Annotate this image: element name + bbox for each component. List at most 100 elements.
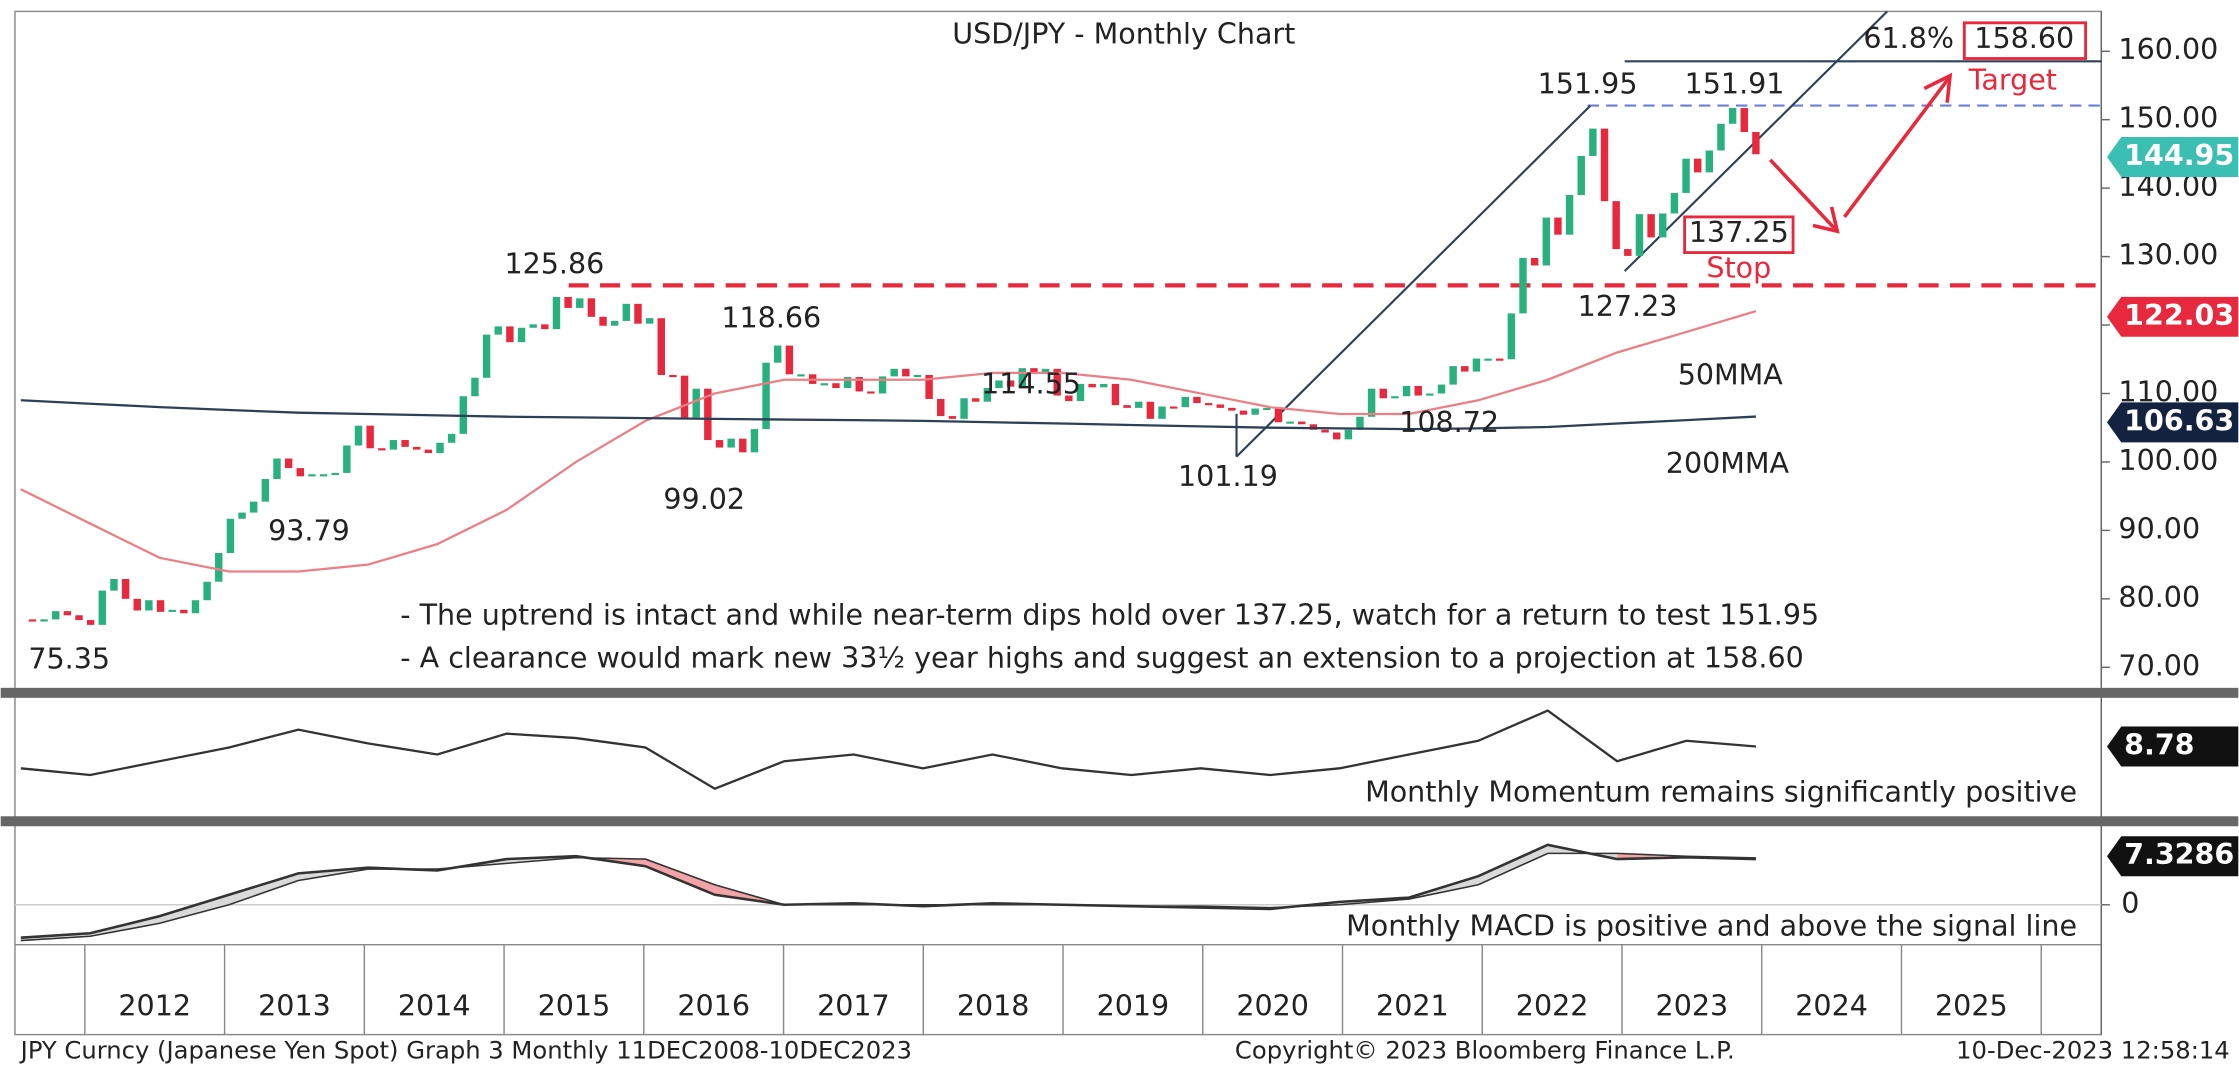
x-tick-label: 2023 xyxy=(1656,989,1729,1022)
candle xyxy=(506,326,514,343)
x-tick-label: 2016 xyxy=(677,989,750,1022)
candle xyxy=(599,316,607,326)
candle xyxy=(1053,368,1061,396)
candle xyxy=(203,581,211,601)
candle xyxy=(284,458,293,469)
candle xyxy=(1076,383,1085,402)
candle xyxy=(1717,123,1725,151)
candle xyxy=(1216,404,1224,408)
x-tick-label: 2018 xyxy=(957,989,1030,1022)
candle xyxy=(645,318,654,324)
annotation: 93.79 xyxy=(268,514,350,547)
candle xyxy=(669,375,677,378)
candle xyxy=(261,479,270,502)
arrow xyxy=(1843,77,1951,218)
footer-right: 10-Dec-2023 12:58:14 xyxy=(1956,1036,2230,1065)
candle xyxy=(1647,214,1655,238)
y-tick-label: 150.00 xyxy=(2118,102,2218,135)
candle xyxy=(552,296,561,330)
annotation: 75.35 xyxy=(28,643,110,676)
candle xyxy=(156,600,165,612)
target-box xyxy=(1962,21,2088,60)
y-tick-label: 0 xyxy=(2121,887,2139,920)
candle xyxy=(1239,410,1248,415)
candle xyxy=(1181,396,1190,408)
value-tag-bg xyxy=(2107,836,2239,877)
note: - The uptrend is intact and while near-t… xyxy=(400,598,1819,631)
candle xyxy=(1169,406,1178,409)
arrow-head xyxy=(1812,206,1840,234)
candle xyxy=(191,600,200,614)
candle xyxy=(1100,383,1108,388)
candle xyxy=(401,440,409,447)
candle xyxy=(750,429,759,453)
annotation: 151.95 xyxy=(1538,68,1638,101)
candle xyxy=(1332,432,1341,440)
x-tick-label: 2021 xyxy=(1376,989,1449,1022)
candle xyxy=(75,615,83,621)
candle xyxy=(1682,158,1690,193)
candle xyxy=(529,324,537,328)
candle xyxy=(622,303,631,321)
candle xyxy=(249,501,258,513)
candle xyxy=(913,375,922,378)
candle xyxy=(1693,158,1702,173)
candle xyxy=(1391,396,1399,399)
candle xyxy=(1204,403,1213,406)
value-tag-bg xyxy=(2107,402,2239,443)
y-tick-label: 80.00 xyxy=(2118,581,2200,614)
annotation: Target xyxy=(1968,63,2057,96)
x-tick-label: 2024 xyxy=(1795,989,1868,1022)
candle xyxy=(785,345,794,375)
x-tick-label: 2025 xyxy=(1935,989,2008,1022)
candle xyxy=(296,468,304,477)
candle xyxy=(226,518,235,553)
candle xyxy=(610,320,619,326)
candle xyxy=(1298,421,1306,425)
candle xyxy=(1728,108,1737,124)
candle xyxy=(832,383,840,389)
value-tag: 7.3286 xyxy=(2124,838,2234,871)
candle xyxy=(1519,257,1527,314)
momentum-line xyxy=(20,709,1757,790)
candle xyxy=(121,578,130,599)
moving-average xyxy=(20,310,1757,573)
value-tag: 8.78 xyxy=(2124,728,2194,761)
candle xyxy=(541,324,549,330)
x-tick-label: 2015 xyxy=(538,989,611,1022)
candle xyxy=(308,474,316,477)
series-label: 50MMA xyxy=(1678,359,1784,392)
annotation: 137.25 xyxy=(1689,216,1789,249)
candle xyxy=(867,391,875,394)
candle xyxy=(331,472,339,476)
candle xyxy=(1088,383,1096,388)
candle xyxy=(517,327,526,343)
candle xyxy=(948,416,957,419)
candle xyxy=(1030,368,1038,374)
annotation: Stop xyxy=(1706,252,1771,285)
candle xyxy=(389,440,398,450)
candle xyxy=(774,345,782,363)
candle xyxy=(98,590,107,625)
candle xyxy=(413,446,421,450)
macd-fill xyxy=(159,894,230,924)
candle xyxy=(1006,380,1015,387)
candle xyxy=(762,362,770,430)
candle xyxy=(902,368,910,377)
candle xyxy=(587,298,596,317)
candle xyxy=(1123,405,1131,408)
projection-arrows xyxy=(1768,72,1953,234)
candle xyxy=(1670,192,1679,214)
panel-caption: Monthly MACD is positive and above the s… xyxy=(1346,910,2077,943)
candle xyxy=(1111,383,1120,406)
candle xyxy=(797,374,805,377)
candle xyxy=(855,377,863,392)
candle xyxy=(1496,358,1504,361)
chart-title: USD/JPY - Monthly Chart xyxy=(952,18,1295,51)
candle xyxy=(354,425,363,446)
candle xyxy=(1274,407,1283,423)
candle xyxy=(447,433,456,443)
candle xyxy=(343,445,351,473)
